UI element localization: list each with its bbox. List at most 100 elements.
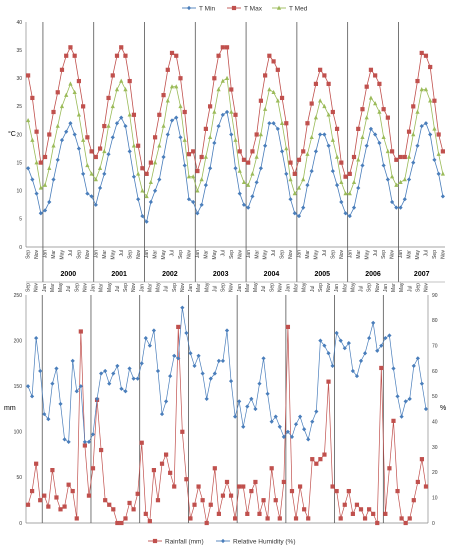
relative-humidity-point bbox=[86, 439, 92, 445]
rainfall-x-tick-label: Jan bbox=[237, 284, 243, 292]
relative-humidity-point bbox=[78, 384, 83, 389]
t-min-point bbox=[402, 197, 407, 202]
t-med-point bbox=[432, 126, 437, 131]
temperature-y-tick-label: 35 bbox=[16, 48, 22, 54]
t-max-point bbox=[140, 166, 145, 171]
t-min-point bbox=[241, 202, 247, 207]
temperature-x-tick-label: May bbox=[60, 250, 66, 260]
t-min-point bbox=[275, 126, 280, 131]
t-min-point bbox=[334, 183, 340, 188]
t-med-point bbox=[364, 115, 369, 120]
relative-humidity-point bbox=[46, 417, 51, 422]
rainfall-mm-legend-label: Rainfall (mm) bbox=[165, 538, 204, 545]
t-max-point bbox=[195, 168, 200, 174]
t-med-point bbox=[389, 174, 395, 179]
t-min-point bbox=[34, 191, 39, 196]
t-med-point bbox=[216, 87, 221, 92]
relative-humidity-point bbox=[62, 437, 67, 442]
relative-humidity-point bbox=[322, 343, 327, 348]
relative-humidity-legend-marker bbox=[220, 538, 226, 544]
rainfall-mm-point bbox=[411, 498, 416, 503]
rainfall-mm-point bbox=[233, 516, 238, 521]
rainfall-mm-point bbox=[220, 493, 226, 498]
t-med-point bbox=[81, 137, 86, 142]
humidity-y2-ticks: 0 10 20 30 40 50 60 70 80 90 bbox=[432, 293, 438, 527]
temperature-x-tick-label: Mar bbox=[51, 250, 57, 259]
relative-humidity-point bbox=[237, 399, 242, 404]
t-max-point bbox=[313, 81, 319, 86]
t-max-legend-label: T Max bbox=[244, 5, 263, 12]
t-min-point bbox=[288, 197, 293, 202]
t-min-point bbox=[381, 163, 386, 168]
rainfall-mm-point bbox=[314, 461, 319, 466]
rainfall-y-tick-label: 0 bbox=[19, 521, 22, 527]
rainfall-mm-point bbox=[241, 484, 246, 489]
rainfall-mm-point bbox=[334, 488, 339, 494]
temperature-x-tick-label: Nov bbox=[339, 250, 345, 259]
t-med-point bbox=[195, 188, 200, 193]
t-med-point bbox=[178, 103, 183, 109]
t-max-point bbox=[271, 59, 276, 64]
t-min-point bbox=[131, 174, 137, 179]
t-max-point bbox=[377, 81, 382, 86]
humidity-y-tick-label: 50 bbox=[432, 394, 438, 400]
rainfall-mm-point bbox=[66, 482, 71, 487]
rainfall-mm-point bbox=[330, 484, 335, 489]
rainfall-x-tick-label: Nov bbox=[424, 283, 430, 292]
rainfall-x-tick-label: Mar bbox=[245, 283, 251, 292]
temperature-x-tick-label: Jul bbox=[424, 250, 430, 256]
t-max-point bbox=[152, 135, 158, 140]
t-med-point bbox=[233, 137, 238, 142]
t-max-legend-marker bbox=[231, 5, 237, 11]
t-max-point bbox=[220, 45, 225, 50]
t-min-point bbox=[51, 177, 56, 182]
t-med-point bbox=[318, 98, 323, 103]
t-med-point bbox=[161, 123, 166, 128]
t-max-point bbox=[347, 171, 352, 176]
relative-humidity-point bbox=[257, 381, 262, 386]
rainfall-x-tick-label: Sep bbox=[172, 283, 178, 292]
temperature-year-labels: 2000 2001 2002 2003 2004 2005 2006 2007 bbox=[61, 271, 430, 278]
t-med-point bbox=[373, 101, 378, 106]
t-max-point bbox=[301, 149, 306, 154]
temperature-y-tick-label: 40 bbox=[16, 20, 22, 26]
t-max-point bbox=[191, 149, 196, 154]
t-med-line bbox=[27, 77, 444, 198]
t-med-point bbox=[136, 171, 141, 176]
t-max-point bbox=[157, 112, 162, 117]
t-med-point bbox=[271, 89, 276, 95]
rainfall-x-tick-label: Jan bbox=[188, 284, 194, 292]
humidity-y-tick-label: 80 bbox=[432, 318, 438, 324]
relative-humidity-point bbox=[38, 368, 43, 374]
rainfall-mm-point bbox=[237, 484, 242, 489]
rainfall-mm-point bbox=[123, 516, 128, 521]
t-max-point bbox=[322, 73, 327, 78]
t-max-point bbox=[102, 123, 107, 129]
rainfall-mm-point bbox=[74, 516, 79, 521]
t-med-point bbox=[305, 151, 310, 156]
rainfall-mm-point bbox=[216, 511, 221, 516]
rainfall-mm-point bbox=[180, 429, 185, 434]
t-max-point bbox=[106, 95, 111, 101]
t-max-point bbox=[186, 152, 192, 157]
t-min-point bbox=[174, 115, 179, 120]
relative-humidity-point bbox=[346, 341, 351, 346]
rainfall-mm-point bbox=[25, 502, 31, 507]
rainfall-x-tick-label: Nov bbox=[375, 283, 381, 292]
t-med-point bbox=[38, 185, 43, 190]
t-max-point bbox=[136, 143, 141, 148]
t-max-point bbox=[81, 104, 86, 109]
rainfall-mm-point bbox=[184, 477, 189, 482]
rainfall-x-tick-label: Jan bbox=[91, 284, 97, 292]
relative-humidity-point bbox=[367, 335, 372, 341]
t-med-point bbox=[322, 103, 327, 109]
t-med-point bbox=[288, 177, 293, 182]
humidity-y-tick-label: 0 bbox=[432, 521, 435, 527]
t-max-point bbox=[288, 160, 293, 165]
t-min-point bbox=[313, 149, 319, 154]
rainfall-mm-point bbox=[277, 516, 282, 521]
relative-humidity-point bbox=[383, 335, 388, 341]
t-min-point bbox=[89, 194, 94, 199]
t-max-point bbox=[182, 109, 187, 115]
